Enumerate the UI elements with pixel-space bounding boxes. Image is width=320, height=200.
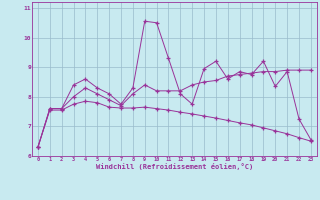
X-axis label: Windchill (Refroidissement éolien,°C): Windchill (Refroidissement éolien,°C) bbox=[96, 163, 253, 170]
